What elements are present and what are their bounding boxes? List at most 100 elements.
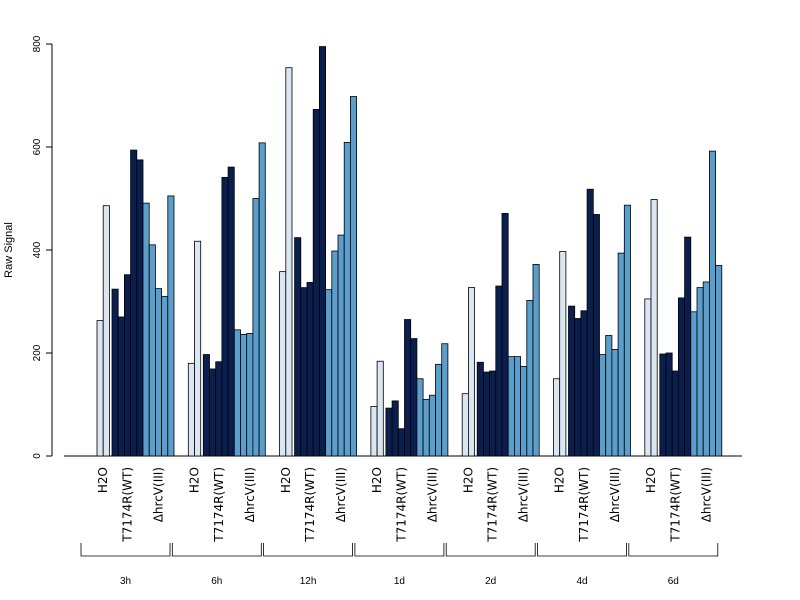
group-label: 1d bbox=[394, 576, 405, 587]
condition-label: T7174R(WT) bbox=[486, 467, 500, 543]
bar bbox=[684, 236, 692, 457]
bar bbox=[559, 251, 567, 457]
condition-label: T7174R(WT) bbox=[394, 467, 408, 543]
bar bbox=[435, 363, 443, 457]
bar bbox=[215, 361, 223, 457]
bar bbox=[96, 320, 104, 457]
y-axis: 0 200 400 600 800 bbox=[32, 35, 53, 459]
bar bbox=[410, 338, 418, 457]
bar bbox=[167, 195, 175, 457]
bar bbox=[644, 298, 652, 457]
bar bbox=[349, 96, 357, 457]
condition-label: ΔhrcV(III) bbox=[152, 467, 166, 522]
bar bbox=[580, 310, 588, 457]
bar bbox=[117, 316, 125, 457]
group-bracket bbox=[445, 543, 536, 557]
y-tick-label: 800 bbox=[32, 35, 43, 52]
bar bbox=[285, 67, 293, 457]
bar bbox=[258, 142, 266, 457]
bar bbox=[209, 368, 217, 457]
condition-label: ΔhrcV(III) bbox=[699, 467, 713, 522]
bar bbox=[221, 176, 229, 457]
bar bbox=[574, 318, 582, 457]
condition-label: T7174R(WT) bbox=[212, 467, 226, 543]
bar bbox=[391, 400, 399, 457]
bar bbox=[526, 300, 534, 457]
condition-label: ΔhrcV(III) bbox=[425, 467, 439, 522]
y-tick-label: 0 bbox=[32, 453, 43, 459]
bar bbox=[376, 360, 384, 457]
bar bbox=[709, 150, 717, 457]
bar bbox=[306, 282, 314, 457]
condition-label: H2O bbox=[461, 467, 475, 493]
condition-labels: H2O T7174R(WT) ΔhrcV(III) H2O T7174R(WT) Δhrc… bbox=[96, 467, 713, 543]
bar bbox=[592, 214, 600, 457]
condition-label: ΔhrcV(III) bbox=[608, 467, 622, 522]
bar bbox=[187, 362, 195, 457]
bar bbox=[501, 213, 509, 457]
bar bbox=[240, 334, 248, 457]
bar bbox=[202, 354, 210, 457]
bar bbox=[343, 141, 351, 457]
y-tick-label: 400 bbox=[32, 241, 43, 258]
group-label: 4d bbox=[576, 576, 587, 587]
bar bbox=[611, 348, 619, 457]
bar bbox=[233, 329, 241, 457]
group-bracket bbox=[628, 543, 719, 557]
bar bbox=[476, 361, 484, 457]
bars bbox=[96, 46, 723, 457]
bar bbox=[136, 159, 144, 457]
bar bbox=[194, 240, 202, 457]
bar bbox=[252, 198, 260, 457]
bar bbox=[696, 287, 704, 457]
condition-label: T7174R(WT) bbox=[303, 467, 317, 543]
bar bbox=[623, 204, 631, 457]
bar bbox=[532, 264, 540, 457]
condition-label: ΔhrcV(III) bbox=[517, 467, 531, 522]
bar bbox=[514, 356, 522, 457]
bar bbox=[553, 378, 561, 457]
bar bbox=[715, 265, 723, 457]
bar bbox=[441, 343, 449, 457]
condition-label: H2O bbox=[370, 467, 384, 493]
group-label: 6d bbox=[668, 576, 679, 587]
bar bbox=[495, 285, 503, 457]
bar bbox=[461, 393, 469, 457]
bar bbox=[370, 406, 378, 457]
bar bbox=[482, 371, 490, 457]
y-axis-title: Raw Signal bbox=[3, 222, 15, 278]
bar bbox=[422, 398, 430, 457]
bar bbox=[605, 335, 613, 457]
bar bbox=[337, 234, 345, 457]
bar bbox=[428, 394, 436, 457]
bar bbox=[227, 166, 235, 457]
condition-label: H2O bbox=[279, 467, 293, 493]
bar bbox=[671, 370, 679, 457]
bar bbox=[467, 287, 475, 457]
bar bbox=[586, 188, 594, 457]
y-tick-label: 200 bbox=[32, 344, 43, 361]
condition-label: ΔhrcV(III) bbox=[243, 467, 257, 522]
group-bracket bbox=[537, 543, 627, 557]
bar bbox=[300, 287, 308, 457]
bar bbox=[102, 205, 110, 457]
condition-label: H2O bbox=[644, 467, 658, 493]
bar bbox=[568, 305, 576, 457]
bar bbox=[665, 352, 673, 457]
bar bbox=[318, 46, 326, 457]
bar bbox=[599, 354, 607, 457]
bar bbox=[659, 353, 667, 457]
condition-label: H2O bbox=[553, 467, 567, 493]
group-brackets: 3h 6h 12h 1d 2d 4d 6d bbox=[80, 543, 719, 587]
bar bbox=[489, 370, 497, 457]
bar bbox=[154, 288, 162, 457]
group-label: 2d bbox=[485, 576, 496, 587]
condition-label: H2O bbox=[96, 467, 110, 493]
bar bbox=[617, 252, 625, 457]
bar bbox=[294, 237, 302, 457]
bar bbox=[507, 356, 515, 457]
bar bbox=[325, 289, 333, 457]
bar bbox=[690, 311, 698, 457]
bar bbox=[312, 109, 320, 457]
